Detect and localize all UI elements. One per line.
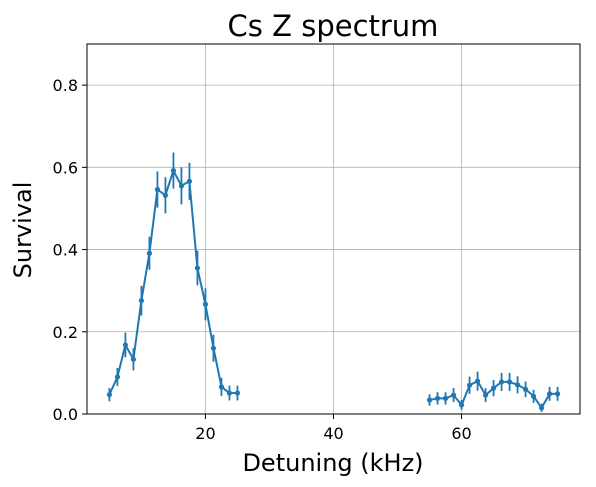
y-axis-title: Survival xyxy=(9,182,37,279)
chart-title: Cs Z spectrum xyxy=(228,9,439,43)
data-point xyxy=(522,386,529,392)
data-point xyxy=(138,297,145,304)
data-point xyxy=(234,390,241,396)
data-point xyxy=(530,393,537,399)
y-tick-label: 0.8 xyxy=(53,76,78,95)
data-point xyxy=(186,178,193,184)
y-tick-label: 0.6 xyxy=(53,158,78,177)
data-point xyxy=(202,301,209,307)
data-point xyxy=(226,390,233,396)
data-point xyxy=(442,395,449,401)
x-tick-label: 40 xyxy=(323,424,343,443)
data-point xyxy=(106,392,113,398)
x-tick-label: 60 xyxy=(451,424,471,443)
x-tick-label: 20 xyxy=(195,424,215,443)
data-point xyxy=(498,379,505,385)
data-point xyxy=(146,250,153,256)
data-point xyxy=(490,385,497,391)
data-point xyxy=(466,382,473,388)
data-point xyxy=(458,402,465,408)
y-tick-label: 0.0 xyxy=(53,405,78,424)
data-point xyxy=(218,384,225,390)
y-tick-label: 0.2 xyxy=(53,323,78,342)
ticks: 20 40 60 0.0 0.2 0.4 0.6 0.8 xyxy=(53,76,472,443)
data-point xyxy=(434,395,441,401)
x-axis-title: Detuning (kHz) xyxy=(242,449,423,477)
data-point xyxy=(162,192,169,198)
data-point xyxy=(426,397,433,403)
data-point xyxy=(474,378,481,384)
y-tick-label: 0.4 xyxy=(53,241,78,260)
data-layer xyxy=(106,152,561,412)
data-point xyxy=(514,382,521,388)
data-point xyxy=(506,379,513,385)
data-point xyxy=(210,345,217,351)
data-point xyxy=(154,186,161,193)
data-point xyxy=(178,183,185,189)
data-point xyxy=(554,391,561,397)
data-point xyxy=(538,405,545,411)
data-point xyxy=(546,391,553,397)
data-point xyxy=(170,168,177,174)
data-point xyxy=(450,392,457,398)
data-point xyxy=(194,265,201,271)
data-point xyxy=(130,356,137,362)
data-point xyxy=(114,374,121,380)
data-point xyxy=(122,342,129,348)
data-point xyxy=(482,392,489,398)
